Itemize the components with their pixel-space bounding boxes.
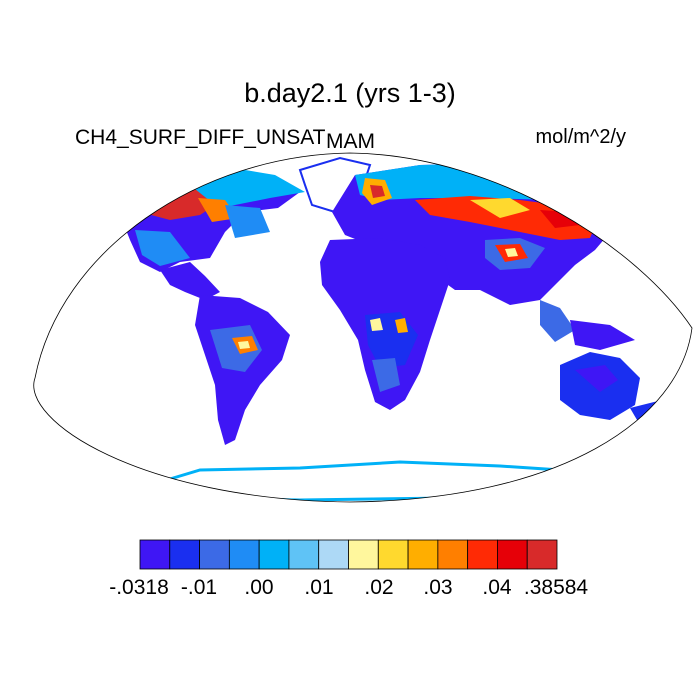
colorbar-swatch (228, 539, 260, 570)
cb-label-7: .04 (482, 576, 512, 599)
cb-label-8: .38584 (523, 576, 589, 599)
cb-label-2: -.01 (180, 576, 218, 599)
colorbar-swatch (377, 539, 409, 570)
colorbar-swatch (318, 539, 349, 570)
colorbar-swatch (497, 539, 528, 570)
africa-region (320, 238, 450, 410)
central-america (160, 262, 220, 300)
cb-label-6: .03 (423, 576, 453, 599)
cb-label-4: .01 (304, 576, 334, 599)
variable-label: CH4_SURF_DIFF_UNSAT (75, 126, 326, 149)
cb-label-5: .02 (364, 576, 394, 599)
globe-outline (33, 152, 693, 503)
south-america-region (195, 295, 290, 445)
colorbar (139, 539, 558, 570)
australia-region (560, 352, 668, 425)
eurasia-arctic-band (355, 163, 615, 200)
cb-label-3: .00 (244, 576, 274, 599)
colorbar-swatch (348, 539, 379, 570)
antarctica (145, 460, 578, 502)
colorbar-swatch (467, 539, 498, 570)
colorbar-swatch (437, 539, 469, 570)
colorbar-swatch (526, 539, 558, 570)
colorbar-swatch (258, 539, 290, 570)
indonesia (570, 320, 635, 350)
se-asia (540, 300, 575, 342)
plot-title: b.day2.1 (yrs 1-3) (244, 78, 456, 108)
colorbar-swatch (288, 539, 320, 570)
cb-label-1: -.0318 (109, 576, 169, 599)
season-label: MAM (326, 130, 375, 153)
colorbar-swatch (169, 539, 200, 570)
units-label: mol/m^2/y (535, 126, 626, 148)
colorbar-swatch (199, 539, 230, 570)
colorbar-swatch (139, 539, 171, 570)
colorbar-swatch (407, 539, 439, 570)
